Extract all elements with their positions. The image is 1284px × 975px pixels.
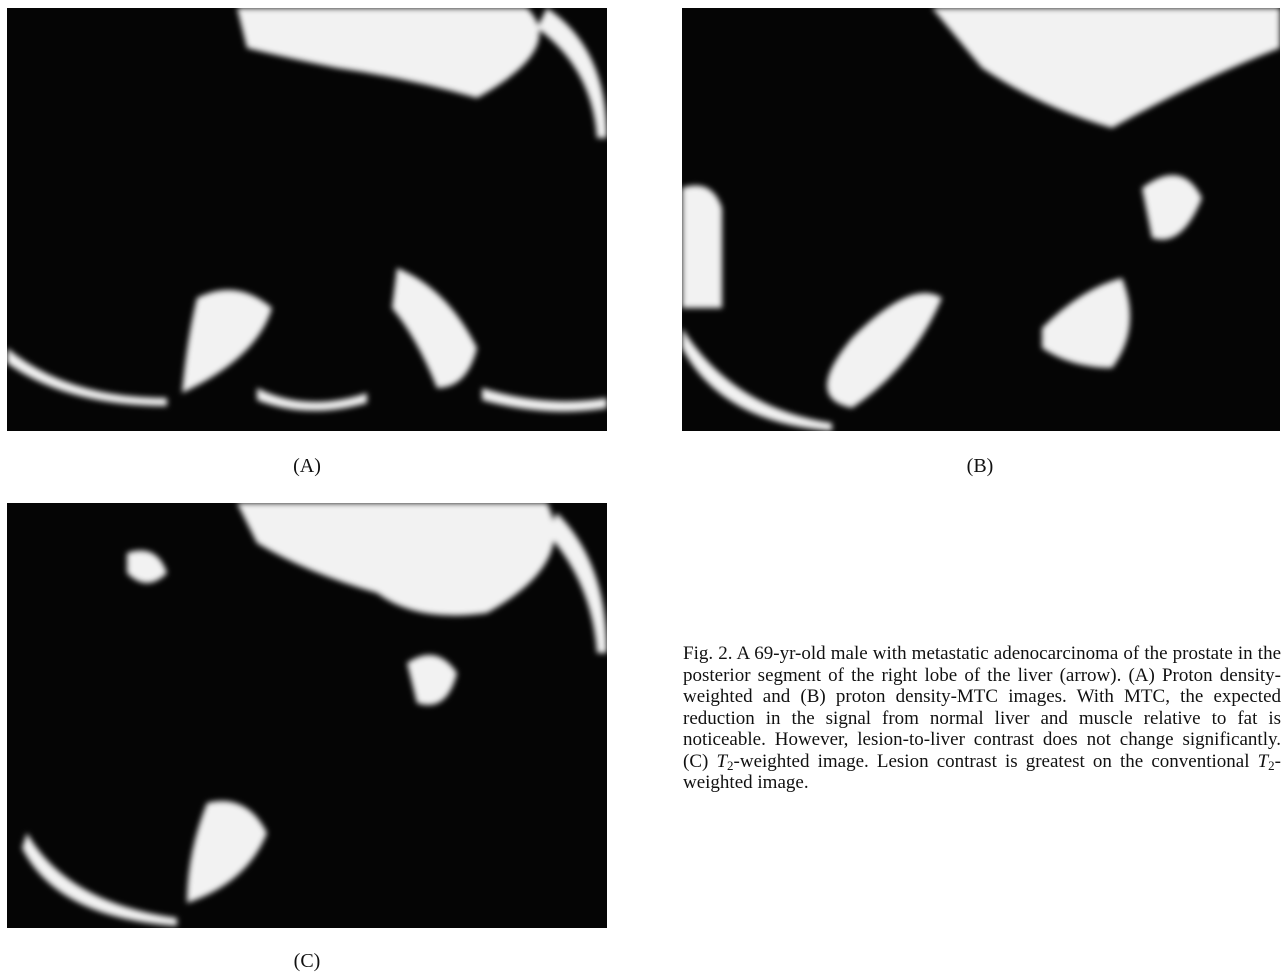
page: (A) (B) (C) Fig. 2. A 69-yr-old male wit… — [0, 0, 1284, 975]
panel-label: (C) — [267, 950, 347, 973]
caption-text: -weighted image. Lesion contrast is grea… — [734, 751, 1258, 772]
mri-image-a — [7, 8, 607, 431]
caption-symbol: T — [1258, 751, 1269, 772]
mri-image-c — [7, 503, 607, 928]
figure-caption: Fig. 2. A 69-yr-old male with metastatic… — [683, 643, 1281, 794]
panel-label: (A) — [267, 455, 347, 478]
caption-symbol: T — [716, 751, 727, 772]
panel-label: (B) — [940, 455, 1020, 478]
mri-image-b — [682, 8, 1280, 431]
